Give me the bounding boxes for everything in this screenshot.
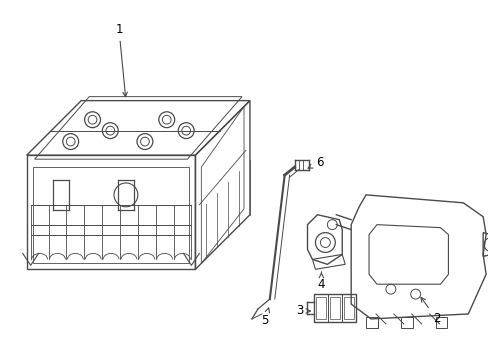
Text: 5: 5: [261, 308, 270, 327]
Bar: [344, 297, 354, 319]
Text: 3: 3: [296, 305, 311, 318]
Text: 4: 4: [318, 272, 325, 291]
Bar: [330, 297, 340, 319]
Bar: [315, 294, 356, 322]
Text: 1: 1: [115, 23, 127, 96]
Bar: [317, 297, 326, 319]
Text: 6: 6: [308, 156, 323, 168]
Text: 2: 2: [421, 297, 440, 325]
